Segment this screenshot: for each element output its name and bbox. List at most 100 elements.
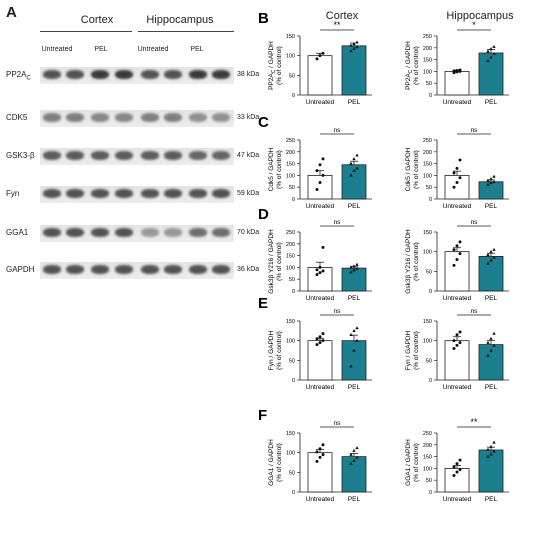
x-category-label: Untreated bbox=[306, 99, 335, 106]
data-point bbox=[452, 465, 456, 469]
blot-band bbox=[115, 113, 133, 122]
data-point bbox=[355, 45, 359, 49]
blot-band bbox=[91, 265, 109, 274]
panel-letter-a: A bbox=[6, 4, 17, 21]
data-point bbox=[486, 454, 490, 458]
y-tick-label: 150 bbox=[423, 162, 432, 168]
blot-kda-label: 59 kDa bbox=[237, 190, 260, 197]
data-point bbox=[349, 364, 353, 368]
data-point bbox=[492, 343, 496, 347]
y-tick-label: 100 bbox=[423, 250, 432, 256]
y-tick-label: 50 bbox=[289, 358, 295, 364]
y-tick-label: 200 bbox=[423, 443, 432, 449]
y-axis-label-units: (% of control) bbox=[413, 242, 420, 281]
blot-strip bbox=[40, 262, 234, 279]
data-point bbox=[458, 176, 462, 180]
panel-letter: C bbox=[258, 114, 269, 131]
data-point bbox=[355, 153, 359, 157]
blot-band bbox=[141, 151, 159, 160]
data-point bbox=[458, 240, 462, 244]
data-point bbox=[489, 181, 493, 185]
blot-band bbox=[164, 70, 182, 79]
blot-protein-label: GSK3-β bbox=[6, 151, 35, 160]
blot-band bbox=[66, 113, 84, 122]
data-point bbox=[315, 268, 319, 272]
y-axis-label: Fyn / GAPDH bbox=[405, 331, 412, 371]
blot-band bbox=[91, 70, 109, 79]
data-point bbox=[458, 330, 462, 334]
blot-band bbox=[66, 265, 84, 274]
y-axis-label-units: (% of control) bbox=[276, 242, 283, 281]
y-tick-label: 150 bbox=[286, 254, 295, 260]
x-category-label: PEL bbox=[485, 295, 498, 302]
blot-kda-label: 47 kDa bbox=[237, 152, 260, 159]
blot-lane-label: Untreated bbox=[137, 46, 169, 53]
data-point bbox=[452, 248, 456, 252]
data-point bbox=[315, 343, 319, 347]
data-point bbox=[352, 348, 356, 352]
panel-letter: F bbox=[258, 407, 267, 424]
data-point bbox=[455, 68, 459, 72]
bar bbox=[307, 55, 333, 96]
x-category-label: Untreated bbox=[443, 496, 472, 503]
data-point bbox=[452, 473, 456, 477]
data-point bbox=[489, 348, 493, 352]
blot-kda-label: 36 kDa bbox=[237, 266, 260, 273]
data-point bbox=[315, 272, 319, 276]
y-tick-label: 200 bbox=[286, 150, 295, 156]
y-axis-label-units: (% of control) bbox=[276, 331, 283, 370]
blot-band bbox=[141, 113, 159, 122]
y-axis-label: PP2AC / GAPDH bbox=[405, 41, 414, 90]
data-point bbox=[458, 341, 462, 345]
data-point bbox=[355, 326, 359, 330]
bar bbox=[341, 267, 367, 292]
bar bbox=[444, 340, 470, 381]
blot-band bbox=[66, 70, 84, 79]
data-point bbox=[352, 46, 356, 50]
blot-band bbox=[189, 113, 207, 122]
blot-band bbox=[43, 113, 61, 122]
blot-region-hippocampus: Hippocampus bbox=[146, 14, 214, 26]
y-tick-label: 0 bbox=[292, 197, 295, 203]
y-axis-label-units: (% of control) bbox=[413, 443, 420, 482]
data-point bbox=[492, 51, 496, 55]
data-point bbox=[492, 174, 496, 178]
data-point bbox=[455, 333, 459, 337]
blot-band bbox=[141, 265, 159, 274]
y-tick-label: 0 bbox=[292, 289, 295, 295]
data-point bbox=[315, 188, 319, 192]
significance-label: ** bbox=[470, 417, 478, 427]
x-category-label: PEL bbox=[348, 496, 361, 503]
data-point bbox=[352, 157, 356, 161]
data-point bbox=[458, 252, 462, 256]
data-point bbox=[452, 263, 456, 267]
data-point bbox=[321, 245, 325, 249]
data-point bbox=[352, 168, 356, 172]
data-point bbox=[486, 353, 490, 357]
significance-label: ns bbox=[334, 219, 342, 226]
significance-label: ns bbox=[471, 219, 479, 226]
y-tick-label: 100 bbox=[286, 451, 295, 457]
data-point bbox=[355, 166, 359, 170]
blot-band bbox=[115, 228, 133, 237]
y-tick-label: 150 bbox=[286, 431, 295, 437]
significance-label: ns bbox=[471, 308, 479, 315]
column-title-cortex: Cortex bbox=[325, 10, 359, 22]
data-point bbox=[492, 255, 496, 259]
data-point bbox=[318, 265, 322, 269]
y-tick-label: 100 bbox=[423, 69, 432, 75]
data-point bbox=[318, 163, 322, 167]
y-tick-label: 150 bbox=[286, 162, 295, 168]
data-point bbox=[318, 54, 322, 58]
y-tick-label: 50 bbox=[289, 470, 295, 476]
data-point bbox=[355, 455, 359, 459]
bar bbox=[341, 340, 367, 381]
y-tick-label: 150 bbox=[423, 58, 432, 64]
blot-kda-label: 33 kDa bbox=[237, 114, 260, 121]
blot-band bbox=[91, 113, 109, 122]
y-tick-label: 0 bbox=[292, 378, 295, 384]
bar bbox=[307, 174, 333, 200]
blot-band bbox=[189, 228, 207, 237]
blot-band bbox=[115, 70, 133, 79]
blot-band bbox=[66, 189, 84, 198]
